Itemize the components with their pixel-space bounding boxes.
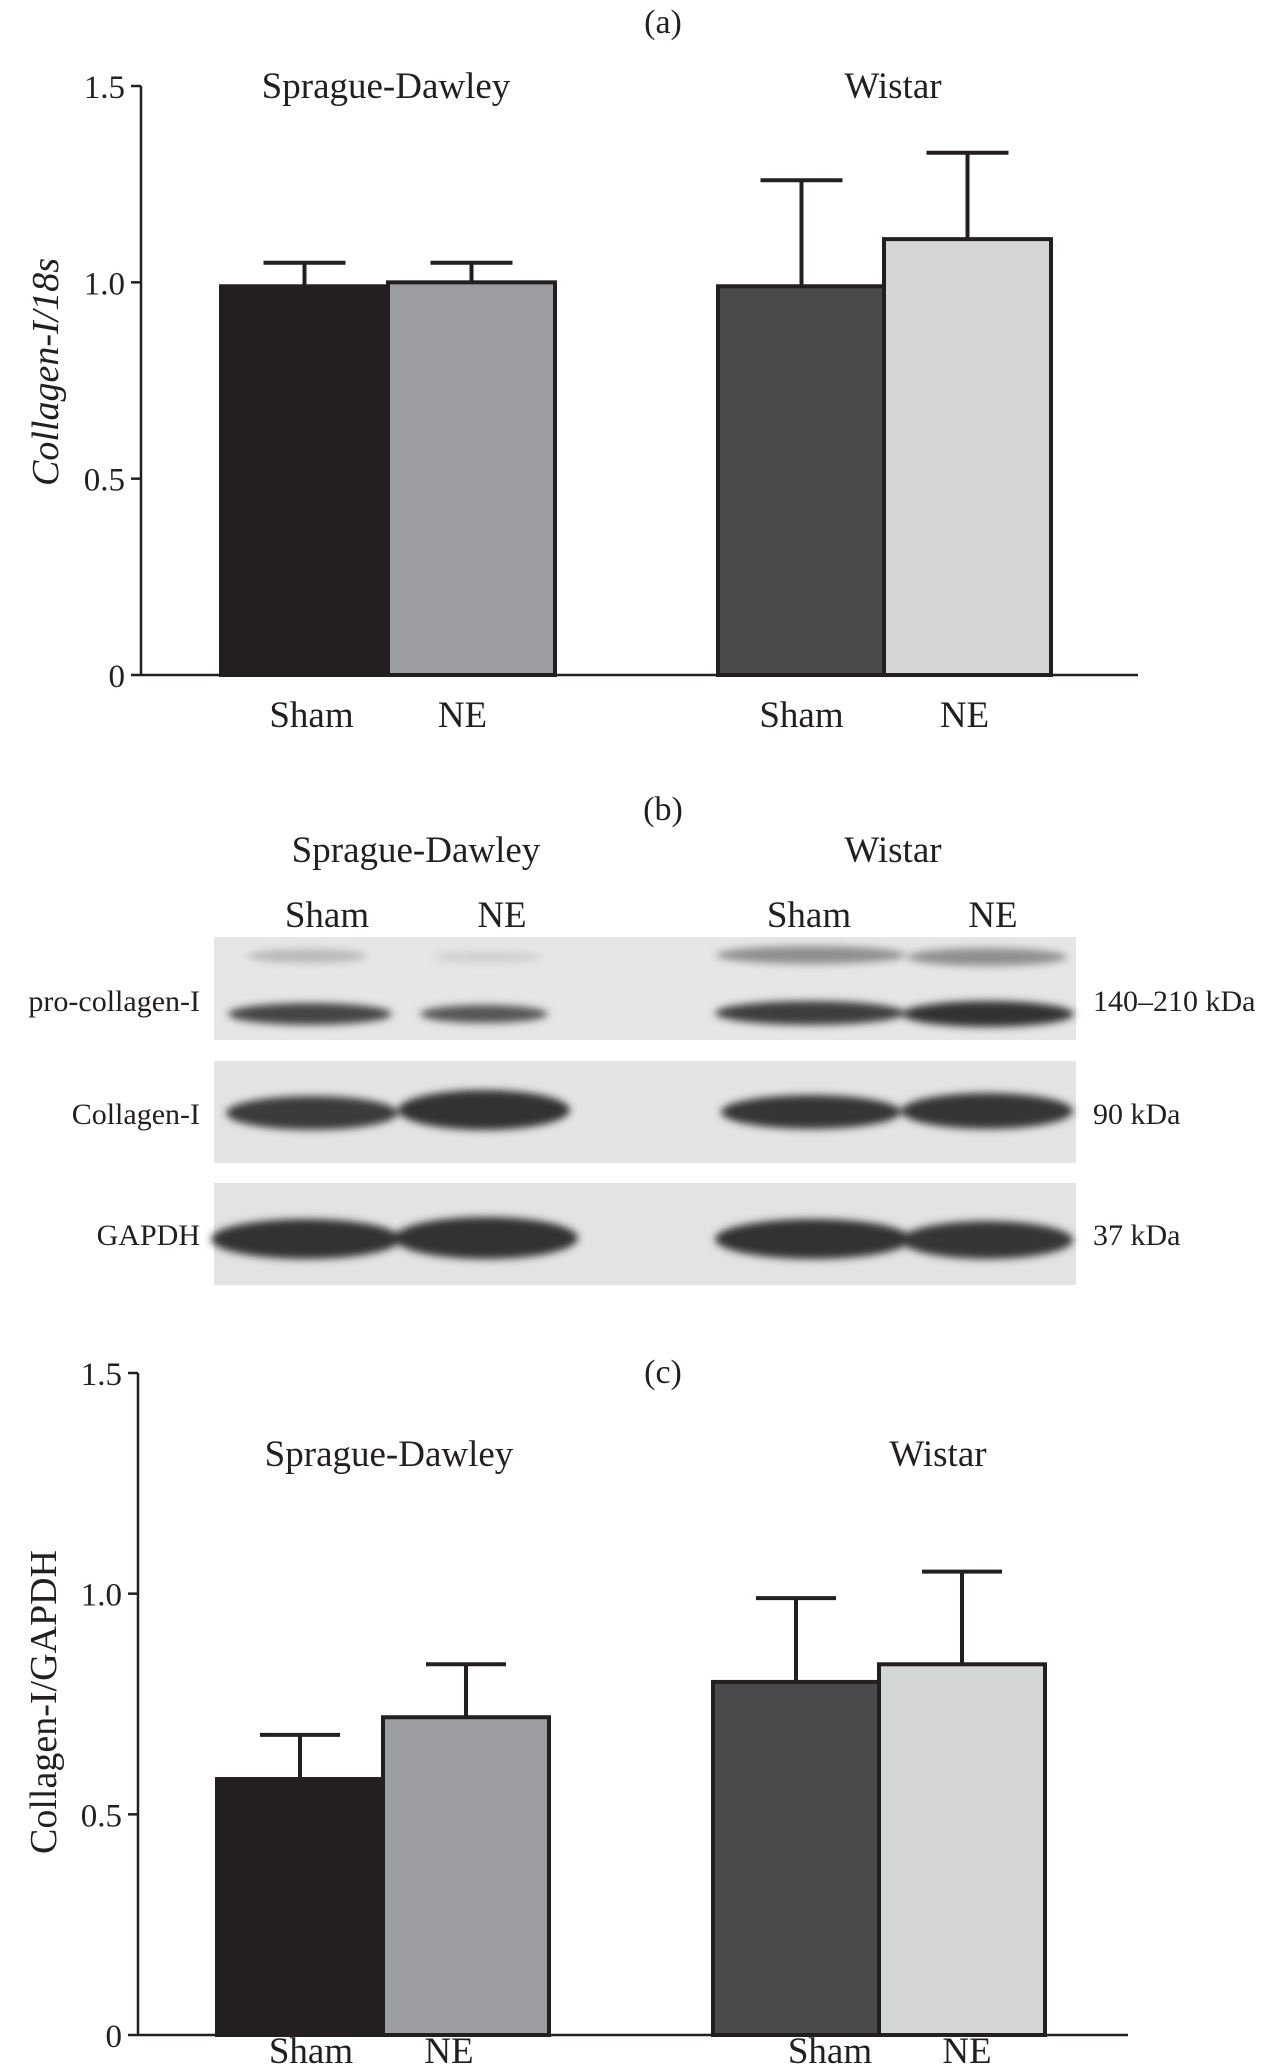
blot-band	[247, 949, 367, 963]
bar	[386, 280, 557, 677]
panel-a-group-sprague-dawley: Sprague-Dawley	[262, 66, 511, 107]
y-tick-label: 0	[106, 2019, 123, 2055]
blot-row-label-gapdh: GAPDH	[97, 1219, 200, 1252]
bar	[711, 1679, 881, 2038]
blot-size-collagen: 90 kDa	[1093, 1098, 1180, 1131]
x-category-label: Sham	[269, 2031, 354, 2067]
blot-lane-label-4: NE	[968, 895, 1017, 936]
panel-c-group-wistar: Wistar	[889, 1434, 986, 1475]
panel-c-group-sprague-dawley: Sprague-Dawley	[265, 1434, 514, 1475]
panel-a-group-wistar: Wistar	[844, 66, 941, 107]
blot-band	[394, 1217, 578, 1259]
blot-band	[715, 1219, 911, 1259]
x-category-label: Sham	[269, 695, 354, 736]
panel-a-label: (a)	[644, 4, 682, 41]
blot-band	[716, 946, 906, 964]
blot-band	[398, 1090, 570, 1130]
blot-group-sprague-dawley: Sprague-Dawley	[292, 830, 541, 871]
panel-b-western-blot: (b) Sprague-Dawley Wistar Sham NE Sham N…	[28, 791, 1255, 1285]
blot-band	[721, 1095, 901, 1129]
blot-band	[420, 1005, 548, 1023]
blot-band	[715, 1001, 905, 1025]
blot-band	[907, 948, 1067, 966]
panel-c-chart: (c) Sprague-Dawley Wistar Collagen-I/GAP…	[23, 1354, 1128, 2067]
blot-lane-label-2: NE	[477, 895, 526, 936]
y-tick-label: 0.5	[81, 1798, 122, 1834]
panel-a-plot: 0 0.5 1.0 1.5 Sham NE Sham NE	[84, 70, 1138, 736]
x-category-label: Sham	[788, 2031, 873, 2067]
y-tick-label: 1.0	[81, 1578, 122, 1614]
y-tick-label: 0	[109, 659, 126, 695]
panel-c-plot: 0 0.5 1.0 1.5 Sham NE Sham NE	[81, 1357, 1128, 2067]
blot-band	[902, 1001, 1074, 1027]
bar	[381, 1715, 551, 2037]
x-category-label: Sham	[759, 695, 844, 736]
blot-band	[228, 1003, 392, 1025]
y-tick-label: 1.0	[84, 266, 125, 302]
y-tick-label: 1.5	[84, 70, 125, 106]
blot-band	[901, 1093, 1073, 1129]
blot-band	[211, 1219, 401, 1259]
blot-strip-gapdh	[211, 1183, 1076, 1285]
panel-c-label: (c)	[644, 1354, 682, 1391]
blot-size-pro-collagen: 140–210 kDa	[1093, 985, 1255, 1018]
blot-strip-collagen	[214, 1061, 1076, 1163]
y-tick-label: 1.5	[81, 1357, 122, 1393]
blot-band	[432, 951, 542, 963]
x-category-label: NE	[942, 2031, 991, 2067]
blot-band	[901, 1221, 1073, 1259]
bar	[882, 237, 1053, 677]
x-category-label: NE	[940, 695, 989, 736]
blot-band	[226, 1096, 398, 1130]
bar	[219, 284, 390, 677]
panel-c-y-axis-title: Collagen-I/GAPDH	[23, 1550, 65, 1854]
bar	[877, 1662, 1047, 2038]
blot-size-gapdh: 37 kDa	[1093, 1219, 1180, 1252]
blot-row-label-collagen: Collagen-I	[72, 1098, 200, 1131]
x-category-label: NE	[424, 2031, 473, 2067]
bar	[215, 1777, 385, 2037]
panel-a-y-axis-title: Collagen-I/18s	[25, 258, 67, 486]
blot-lane-label-3: Sham	[767, 895, 852, 936]
x-category-label: NE	[438, 695, 487, 736]
blot-strip-pro-collagen	[214, 937, 1076, 1040]
blot-group-wistar: Wistar	[844, 830, 941, 871]
y-tick-label: 0.5	[84, 463, 125, 499]
panel-a-chart: (a) Sprague-Dawley Wistar Collagen-I/18s…	[25, 4, 1138, 736]
panel-b-label: (b)	[643, 791, 683, 828]
blot-row-label-pro-collagen: pro-collagen-I	[28, 985, 200, 1018]
blot-lane-label-1: Sham	[285, 895, 370, 936]
bar	[716, 284, 887, 677]
